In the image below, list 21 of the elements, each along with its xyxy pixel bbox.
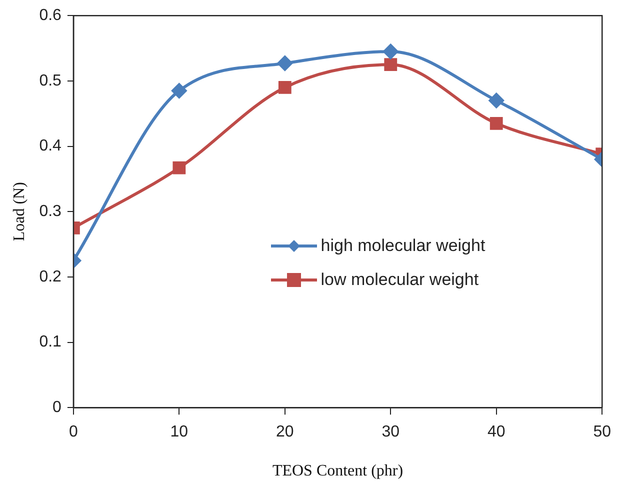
y-tick-label: 0.6 (39, 7, 62, 24)
y-tick-label: 0.5 (39, 72, 62, 90)
point (278, 81, 292, 94)
y-tick-label: 0.3 (39, 203, 62, 220)
legend-label: high molecular weight (320, 236, 486, 256)
point (277, 56, 292, 71)
x-tick-label: 20 (276, 424, 294, 441)
x-tick-label: 0 (68, 424, 78, 441)
x-tick-label: 50 (593, 424, 612, 441)
x-tick-label: 10 (170, 424, 188, 441)
y-tick-label: 0.4 (39, 138, 62, 155)
y-tick-label: 0.1 (39, 334, 62, 351)
x-tick-label: 40 (487, 424, 506, 441)
x-axis-title: TEOS Content (phr) (272, 462, 404, 480)
y-axis-title: Load (N) (10, 182, 28, 242)
legend-label: low molecular weight (320, 270, 479, 290)
point (383, 44, 398, 60)
point (384, 58, 398, 72)
x-tick-label: 30 (382, 424, 400, 441)
y-tick-label: 0 (52, 399, 62, 416)
y-tick-label: 0.2 (39, 268, 62, 286)
